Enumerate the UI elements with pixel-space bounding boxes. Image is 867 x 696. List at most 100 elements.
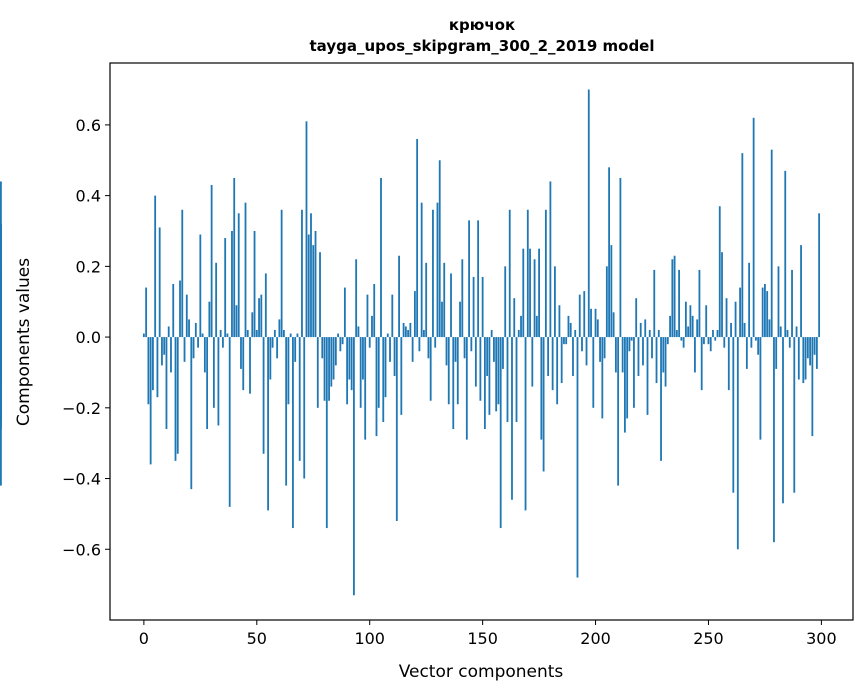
bar-279 [773, 337, 775, 543]
bar-188 [567, 315, 570, 338]
bar-14 [174, 337, 177, 461]
bar-114 [400, 337, 403, 415]
bar-287 [791, 269, 793, 338]
bar-228 [657, 330, 660, 338]
bar-200 [594, 308, 597, 338]
bar-183 [556, 337, 559, 405]
bar-13 [172, 284, 175, 338]
bar-78 [319, 252, 321, 338]
bar-170 [526, 209, 529, 338]
bar-237 [678, 269, 681, 338]
bar-271 [754, 337, 757, 341]
bar-231 [664, 337, 667, 387]
bar-30 [210, 185, 213, 338]
bar-250 [707, 337, 710, 345]
bar-193 [578, 294, 581, 338]
bar-159 [502, 337, 504, 369]
bar-117 [407, 330, 410, 338]
bar-249 [705, 305, 708, 338]
bar-281 [777, 266, 780, 338]
bar-227 [655, 337, 658, 384]
bar-274 [761, 287, 764, 338]
bar-235 [673, 255, 676, 338]
y-tick-label: 0.6 [76, 116, 101, 135]
bar-258 [725, 298, 728, 338]
bar-52 [260, 294, 263, 338]
bar-243 [691, 315, 694, 338]
bar-37 [226, 333, 229, 338]
bar-264 [739, 287, 741, 338]
bar-186 [563, 337, 565, 345]
bar-80 [323, 337, 326, 401]
bar-100 [368, 337, 371, 348]
bar-217 [633, 337, 635, 408]
bar-3 [149, 337, 152, 465]
bar-103 [375, 337, 378, 437]
bar-230 [662, 337, 665, 373]
bar-236 [675, 330, 678, 338]
bar-118 [409, 322, 412, 338]
bar-263 [736, 337, 739, 550]
bar-262 [734, 301, 737, 338]
bar-213 [624, 337, 626, 433]
bar-105 [380, 177, 382, 338]
bar-216 [630, 337, 633, 341]
bar-265 [741, 153, 744, 338]
bar-73 [307, 234, 310, 338]
bar-16 [179, 280, 181, 338]
bar-266 [743, 322, 746, 338]
bar-146 [472, 276, 475, 338]
x-axis-label: Vector components [399, 662, 564, 682]
bar-185 [560, 337, 563, 384]
bar-39 [231, 230, 233, 338]
bar-143 [465, 337, 468, 440]
bar-110 [391, 294, 394, 338]
bar-101 [371, 315, 373, 338]
bar-215 [628, 337, 631, 352]
bar-256 [721, 252, 723, 338]
bar-152 [486, 337, 489, 376]
bar-291 [800, 245, 802, 338]
bar-129 [434, 337, 437, 348]
bar-65 [289, 333, 292, 338]
bar-273 [759, 337, 762, 440]
bar-233 [669, 315, 671, 338]
bar-226 [653, 269, 656, 338]
bar-18 [183, 337, 186, 362]
bar-150 [481, 276, 484, 338]
bar-92 [350, 337, 353, 391]
bar-40 [233, 177, 236, 338]
bar-147 [474, 337, 477, 387]
bar-209 [614, 337, 617, 373]
bar-178 [544, 209, 547, 338]
bar-153 [488, 337, 491, 415]
bar-255 [718, 206, 721, 338]
bar-252 [712, 330, 714, 338]
bar-141 [461, 259, 464, 338]
bar-191 [574, 330, 577, 338]
bar-187 [565, 337, 568, 345]
bar-145 [470, 337, 473, 352]
bar-211 [619, 177, 622, 338]
bar-198 [590, 308, 592, 338]
bar-164 [513, 298, 516, 338]
bar-98 [364, 337, 367, 440]
bar-218 [635, 298, 638, 338]
bar-87 [339, 337, 342, 352]
bar-225 [651, 337, 653, 359]
y-axis-label: Components values [14, 258, 34, 426]
bar-126 [427, 337, 430, 359]
bar-278 [770, 149, 773, 338]
bar-107 [384, 337, 387, 398]
bar-269 [750, 337, 753, 348]
bar-88 [341, 337, 344, 345]
bar-190 [572, 337, 574, 376]
bar-49 [253, 230, 256, 338]
bar-132 [441, 301, 443, 338]
bar-86 [337, 333, 339, 338]
bar-176 [540, 337, 543, 440]
bar-140 [459, 301, 461, 338]
bar-125 [425, 262, 428, 338]
bar-38 [228, 337, 231, 507]
bar-229 [660, 337, 662, 461]
